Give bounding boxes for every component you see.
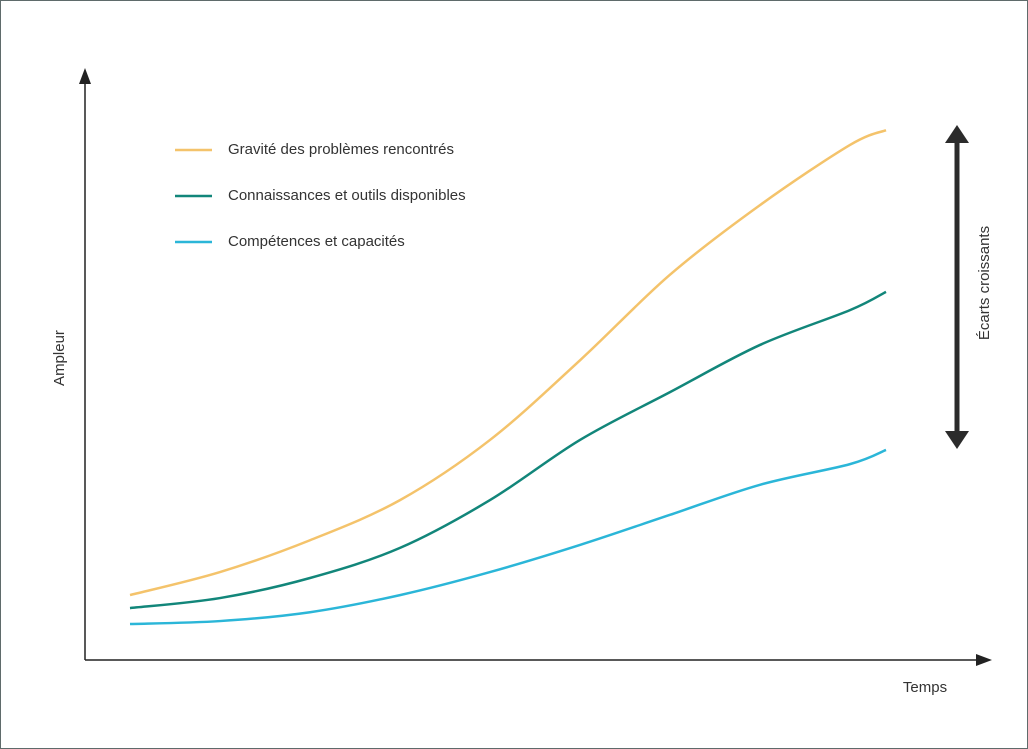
gap-arrow-head [945, 431, 969, 449]
gap-arrow-head [945, 125, 969, 143]
legend-label: Compétences et capacités [228, 233, 405, 250]
series-line [129, 129, 887, 597]
legend-label: Gravité des problèmes rencontrés [228, 141, 454, 158]
legend-label: Connaissances et outils disponibles [228, 187, 466, 204]
series-line [129, 448, 887, 626]
y-axis-label: Ampleur [51, 330, 68, 386]
x-axis-arrow [976, 654, 992, 666]
x-axis-label: Temps [903, 679, 947, 696]
y-axis-arrow [79, 68, 91, 84]
series-line [129, 290, 887, 610]
annotation: Écarts croissants [976, 226, 993, 340]
